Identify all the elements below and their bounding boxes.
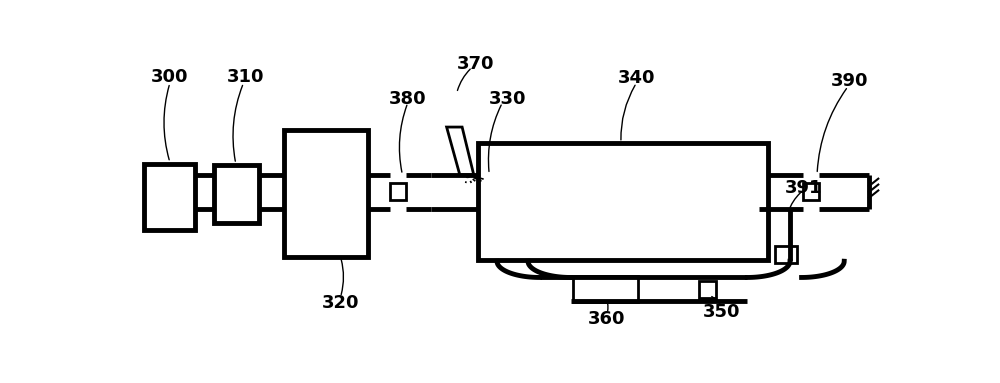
Bar [573,276,638,302]
Text: 370: 370 [457,55,494,73]
Bar [284,130,368,257]
Text: 340: 340 [618,69,655,87]
Text: 330: 330 [489,90,527,108]
Text: 320: 320 [322,293,359,311]
Text: 391: 391 [785,178,823,196]
Text: 380: 380 [389,90,427,108]
Bar [214,165,259,223]
Polygon shape [447,127,474,175]
Text: 310: 310 [226,68,264,86]
Bar [478,143,768,260]
Bar [775,246,797,263]
Text: 390: 390 [831,72,868,90]
Text: 350: 350 [703,303,740,321]
Bar [803,183,819,200]
Text: 300: 300 [151,68,189,86]
Bar [144,164,195,230]
Bar [390,183,406,200]
Text: 360: 360 [588,310,626,328]
Bar [698,281,716,298]
